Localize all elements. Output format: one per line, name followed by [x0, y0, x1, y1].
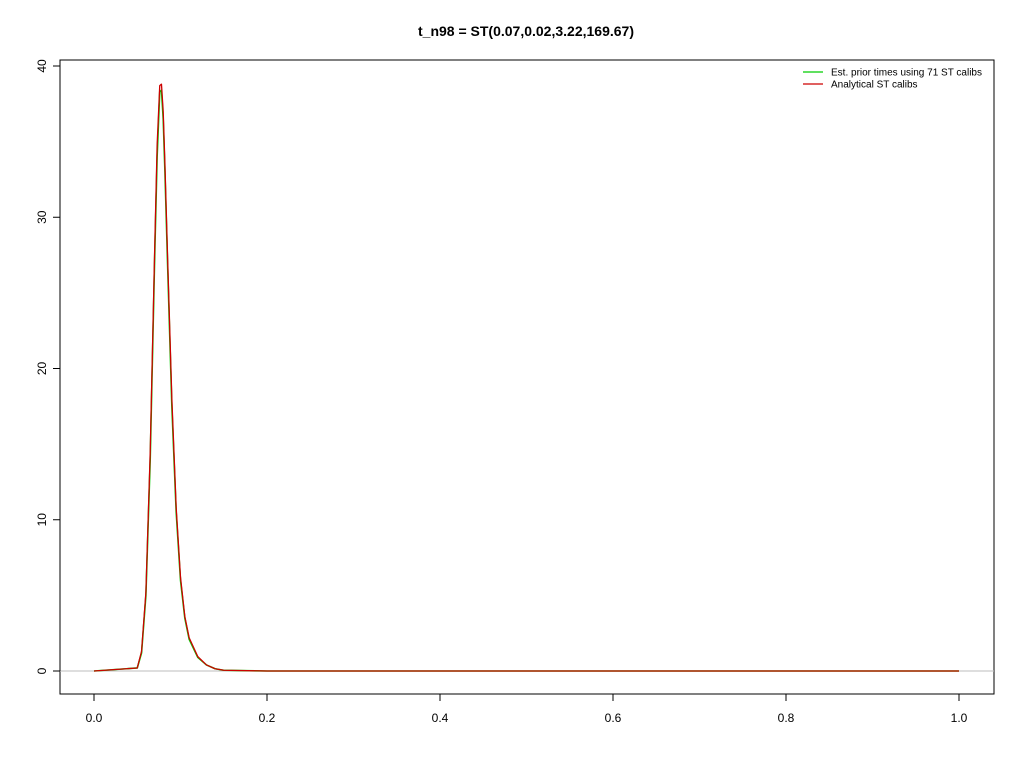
series-layer: [93, 83, 959, 672]
series-line-estimated: [93, 89, 959, 672]
y-tick-label: 0: [35, 667, 49, 674]
y-tick-label: 40: [35, 59, 49, 73]
x-tick-label: 1.0: [951, 711, 968, 725]
x-tick-label: 0.2: [259, 711, 276, 725]
x-tick-label: 0.4: [432, 711, 449, 725]
chart-title: t_n98 = ST(0.07,0.02,3.22,169.67): [418, 23, 634, 39]
series-line-analytical: [93, 83, 959, 672]
axis-layer: 0.0 0.2 0.4 0.6 0.8 1.0 0 10 20 30 40: [35, 59, 967, 725]
plot-frame: [59, 59, 995, 695]
y-tick-label: 30: [35, 210, 49, 224]
legend-label: Est. prior times using 71 ST calibs: [831, 68, 982, 79]
x-tick-label: 0.0: [86, 711, 103, 725]
y-tick-label: 10: [35, 513, 49, 527]
y-tick-label: 20: [35, 362, 49, 376]
x-tick-label: 0.8: [778, 711, 795, 725]
x-tick-label: 0.6: [605, 711, 622, 725]
legend-label: Analytical ST calibs: [831, 80, 918, 91]
legend: Est. prior times using 71 ST calibsAnaly…: [803, 68, 982, 91]
